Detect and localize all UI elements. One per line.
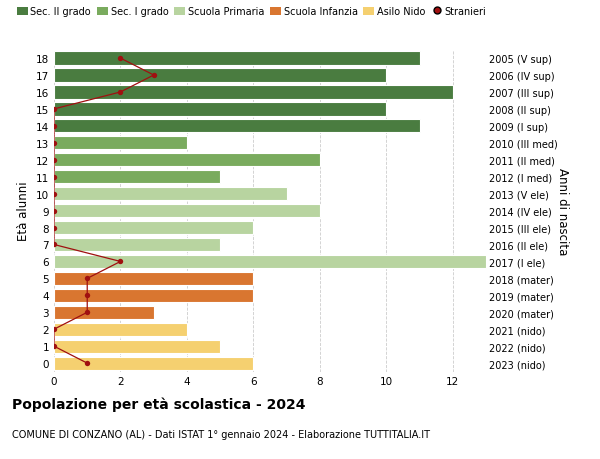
Point <box>116 258 125 266</box>
Bar <box>54 323 187 336</box>
Bar <box>54 340 220 353</box>
Point <box>82 309 92 316</box>
Bar <box>54 272 253 285</box>
Point <box>49 174 59 181</box>
Point <box>49 106 59 113</box>
Bar <box>54 221 253 235</box>
Bar <box>54 205 320 218</box>
Bar <box>54 188 287 201</box>
Bar <box>54 69 386 83</box>
Text: COMUNE DI CONZANO (AL) - Dati ISTAT 1° gennaio 2024 - Elaborazione TUTTITALIA.IT: COMUNE DI CONZANO (AL) - Dati ISTAT 1° g… <box>12 429 430 439</box>
Point <box>82 360 92 367</box>
Legend: Sec. II grado, Sec. I grado, Scuola Primaria, Scuola Infanzia, Asilo Nido, Stran: Sec. II grado, Sec. I grado, Scuola Prim… <box>17 7 487 17</box>
Point <box>49 207 59 215</box>
Point <box>49 343 59 350</box>
Point <box>49 241 59 249</box>
Point <box>49 224 59 232</box>
Point <box>49 157 59 164</box>
Point <box>82 292 92 299</box>
Point <box>49 123 59 130</box>
Point <box>116 89 125 96</box>
Bar <box>54 103 386 116</box>
Bar <box>54 255 486 269</box>
Y-axis label: Anni di nascita: Anni di nascita <box>556 168 569 255</box>
Bar <box>54 357 253 370</box>
Bar <box>54 120 419 133</box>
Bar <box>54 137 187 150</box>
Point <box>49 140 59 147</box>
Bar <box>54 52 419 66</box>
Point <box>149 72 158 79</box>
Point <box>49 190 59 198</box>
Bar <box>54 154 320 167</box>
Y-axis label: Età alunni: Età alunni <box>17 181 31 241</box>
Point <box>82 275 92 282</box>
Bar <box>54 238 220 252</box>
Point <box>116 55 125 62</box>
Bar <box>54 171 220 184</box>
Bar <box>54 306 154 319</box>
Bar <box>54 289 253 302</box>
Point <box>49 326 59 333</box>
Text: Popolazione per età scolastica - 2024: Popolazione per età scolastica - 2024 <box>12 397 305 412</box>
Bar <box>54 86 453 99</box>
